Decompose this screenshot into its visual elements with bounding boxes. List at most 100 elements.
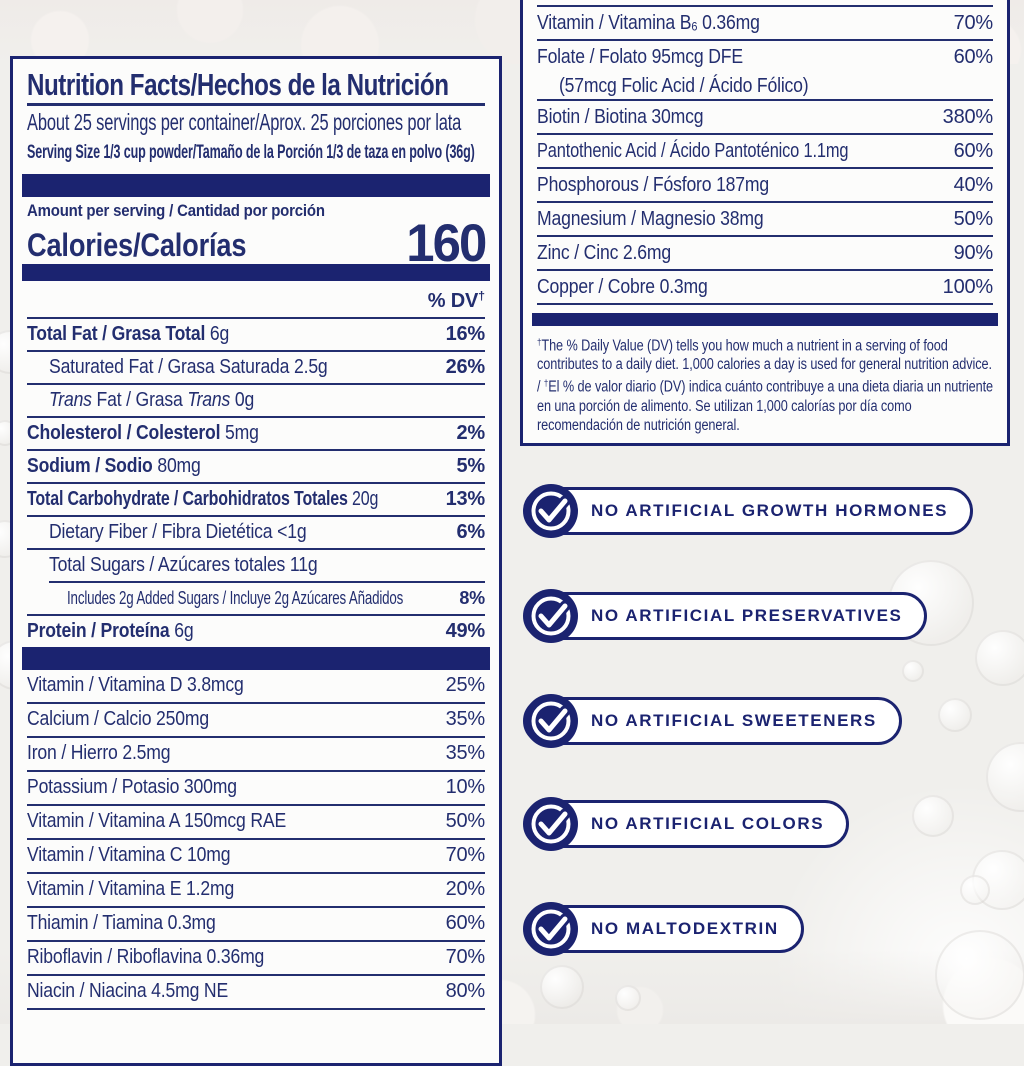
nutrient-label: Saturated Fat / Grasa Saturada 2.5g [49,355,328,378]
check-circle-icon [523,483,579,539]
milk-bubble [986,742,1024,812]
nutrient-label: Total Sugars / Azúcares totales 11g [49,553,318,576]
nutrient-label: Calcium / Calcio 250mg [27,708,209,731]
daily-value-percent: 26% [445,355,486,378]
calories-row: Calories/Calorías 160 [27,217,487,270]
nutrient-label: Vitamin / Vitamina A 150mcg RAE [27,810,287,833]
nutrient-row: Niacin / Niacina 4.5mg NE 80% [27,976,485,1010]
check-circle-icon [523,901,579,957]
claim-badge-label: NO ARTIFICIAL COLORS [591,814,825,833]
nutrient-row: Total Carbohydrate / Carbohidratos Total… [27,484,485,517]
daily-value-percent: 16% [445,322,486,345]
nutrition-facts-title: Nutrition Facts/Hechos de la Nutrición [27,67,449,102]
nutrient-label: Vitamin / Vitamina E 1.2mg [27,878,235,901]
nutrient-row: Vitamin / Vitamina A 150mcg RAE 50% [27,806,485,840]
nutrient-label: Phosphorous / Fósforo 187mg [537,173,770,196]
daily-value-percent: 70% [953,11,994,34]
daily-value-percent: 35% [445,742,486,765]
nutrient-label: Copper / Cobre 0.3mg [537,275,708,298]
daily-value-footnote: †The % Daily Value (DV) tells you how mu… [537,333,993,435]
nutrient-row: Thiamin / Tiamina 0.3mg 60% [27,908,485,942]
nutrient-label: Protein / Proteína 6g [27,619,194,642]
nutrient-row: Protein / Proteína 6g 49% [27,616,485,647]
daily-value-percent: 50% [953,207,994,230]
thick-bar [532,313,998,326]
milk-bubble [935,930,1024,1020]
nutrient-sub-label: (57mcg Folic Acid / Ácido Fólico) [559,75,809,97]
nutrient-row: Vitamin / Vitamina C 10mg 70% [27,840,485,874]
nutrient-label: Includes 2g Added Sugars / Incluye 2g Az… [67,587,404,608]
milk-bubble [540,965,584,1009]
nutrient-label: Vitamin / Vitamina C 10mg [27,844,231,867]
nutrient-row: Saturated Fat / Grasa Saturada 2.5g 26% [27,352,485,385]
nutrient-label: Total Fat / Grasa Total 6g [27,322,230,345]
daily-value-percent: 80% [445,980,486,1003]
milk-bubble [975,630,1024,686]
nutrient-row: Riboflavin / Riboflavina 0.36mg 70% [27,942,485,976]
nutrient-row: Total Fat / Grasa Total 6g 16% [27,319,485,352]
vitamin-rows: Vitamin / Vitamina D 3.8mcg 25% Calcium / … [27,670,485,1010]
milk-glow [770,780,1024,1024]
daily-value-percent: 90% [953,241,994,264]
nutrient-row: Magnesium / Magnesio 38mg 50% [537,203,993,237]
daily-value-percent: 380% [942,105,994,128]
divider [27,103,485,106]
daily-value-percent: 20% [445,878,486,901]
milk-bubble [902,660,924,682]
nutrient-row: Phosphorous / Fósforo 187mg 40% [537,169,993,203]
nutrient-label: Biotin / Biotina 30mcg [537,105,704,128]
daily-value-percent: 10% [445,776,486,799]
milk-bubble [960,875,990,905]
daily-value-percent: 2% [456,421,485,444]
nutrient-row: Vitamin / Vitamina D 3.8mcg 25% [27,670,485,704]
nutrient-row: Copper / Cobre 0.3mg 100% [537,271,993,305]
nutrient-row: Potassium / Potasio 300mg 10% [27,772,485,806]
daily-value-percent: 35% [445,708,486,731]
daily-value-percent: 50% [445,810,486,833]
nutrient-row: Zinc / Cinc 2.6mg 90% [537,237,993,271]
daily-value-header: % DV† [27,281,485,319]
claim-badge-label: NO ARTIFICIAL SWEETENERS [591,711,877,730]
nutrient-row: Cholesterol / Colesterol 5mg 2% [27,418,485,451]
dagger: † [478,289,485,303]
claim-badge: NO ARTIFICIAL COLORS [523,797,850,851]
claim-badge: NO ARTIFICIAL SWEETENERS [523,694,902,748]
check-circle-icon [523,796,579,852]
amount-per-serving: Amount per serving / Cantidad por porció… [27,201,325,220]
nutrient-row: Iron / Hierro 2.5mg 35% [27,738,485,772]
calories-label: Calories/Calorías [27,227,247,263]
nutrient-label: Total Carbohydrate / Carbohidratos Total… [27,487,379,510]
nutrient-row: Calcium / Calcio 250mg 35% [27,704,485,738]
claim-badge-label: NO ARTIFICIAL GROWTH HORMONES [591,501,949,520]
claim-badge-label: NO MALTODEXTRIN [591,919,779,938]
claim-badge-label: NO ARTIFICIAL PRESERVATIVES [591,606,903,625]
nutrition-facts-panel: Nutrition Facts/Hechos de la Nutrición A… [10,56,502,1066]
milk-bubble [912,795,954,837]
thick-bar [22,646,490,670]
nutrient-label: Zinc / Cinc 2.6mg [537,241,671,264]
milk-bubble [888,560,974,646]
milk-bubble [972,850,1024,910]
vitamin-rows-continued: Vitamin / Vitamina B6 0.36mg 70% Folate / … [537,7,993,305]
daily-value-percent: 6% [456,520,485,543]
nutrient-label: Sodium / Sodio 80mg [27,454,201,477]
nutrient-label: Riboflavin / Riboflavina 0.36mg [27,946,265,969]
nutrient-label: Pantothenic Acid / Ácido Pantoténico 1.1… [537,139,849,162]
daily-value-percent: 49% [445,619,486,642]
milk-bubble [615,985,641,1011]
main-nutrient-rows: Total Fat / Grasa Total 6g 16% Saturated F… [27,319,485,647]
claim-badge: NO ARTIFICIAL GROWTH HORMONES [523,484,974,538]
daily-value-percent: 13% [445,487,486,510]
daily-value-percent: 70% [445,844,486,867]
footnote-text: †The % Daily Value (DV) tells you how mu… [537,337,994,434]
daily-value-percent: 70% [445,946,486,969]
serving-size: Serving Size 1/3 cup powder/Tamaño de la… [27,142,475,163]
thick-bar [22,174,490,197]
daily-value-percent: 40% [953,173,994,196]
nutrient-row: Vitamin / Vitamina E 1.2mg 20% [27,874,485,908]
divider [49,580,485,583]
nutrition-facts-panel-continued: Vitamin / Vitamina B6 0.36mg 70% Folate / … [520,0,1010,446]
check-circle-icon [523,693,579,749]
daily-value-percent: 8% [459,587,485,608]
daily-value-percent: 60% [953,45,994,68]
